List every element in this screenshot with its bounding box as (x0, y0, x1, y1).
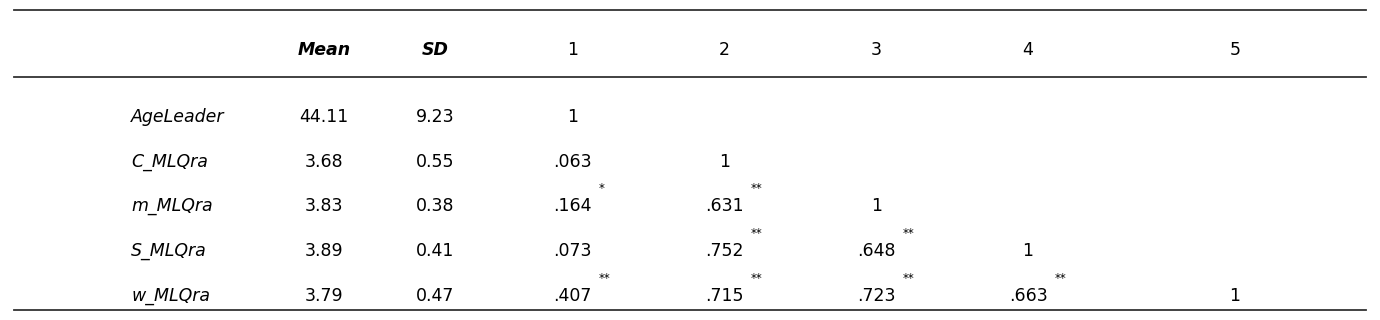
Text: 3.68: 3.68 (305, 153, 344, 171)
Text: AgeLeader: AgeLeader (131, 108, 225, 126)
Text: **: ** (599, 272, 611, 285)
Text: 44.11: 44.11 (299, 108, 349, 126)
Text: *: * (599, 182, 604, 195)
Text: S_MLQra: S_MLQra (131, 242, 207, 260)
Text: **: ** (751, 272, 763, 285)
Text: 3: 3 (871, 41, 882, 59)
Text: m_MLQra: m_MLQra (131, 197, 213, 215)
Text: .663: .663 (1009, 287, 1047, 305)
Text: 0.47: 0.47 (415, 287, 454, 305)
Text: 2: 2 (719, 41, 730, 59)
Text: 3.83: 3.83 (305, 197, 344, 215)
Text: 1: 1 (1230, 287, 1241, 305)
Text: w_MLQra: w_MLQra (131, 287, 210, 305)
Text: 1: 1 (567, 108, 578, 126)
Text: .164: .164 (553, 197, 592, 215)
Text: .407: .407 (553, 287, 592, 305)
Text: 1: 1 (567, 41, 578, 59)
Text: **: ** (903, 227, 915, 240)
Text: 3.89: 3.89 (305, 242, 344, 260)
Text: 9.23: 9.23 (415, 108, 454, 126)
Text: **: ** (1054, 272, 1067, 285)
Text: 1: 1 (871, 197, 882, 215)
Text: SD: SD (421, 41, 448, 59)
Text: 1: 1 (1023, 242, 1034, 260)
Text: C_MLQra: C_MLQra (131, 153, 208, 171)
Text: .715: .715 (705, 287, 744, 305)
Text: .752: .752 (705, 242, 744, 260)
Text: .063: .063 (553, 153, 592, 171)
Text: 3.79: 3.79 (305, 287, 344, 305)
Text: .631: .631 (705, 197, 744, 215)
Text: 4: 4 (1023, 41, 1034, 59)
Text: .073: .073 (553, 242, 592, 260)
Text: 0.41: 0.41 (415, 242, 454, 260)
Text: .648: .648 (857, 242, 896, 260)
Text: .723: .723 (857, 287, 896, 305)
Text: Mean: Mean (298, 41, 351, 59)
Text: **: ** (903, 272, 915, 285)
Text: 1: 1 (719, 153, 730, 171)
Text: **: ** (751, 182, 763, 195)
Text: **: ** (751, 227, 763, 240)
Text: 0.55: 0.55 (415, 153, 454, 171)
Text: 0.38: 0.38 (415, 197, 454, 215)
Text: 5: 5 (1230, 41, 1241, 59)
